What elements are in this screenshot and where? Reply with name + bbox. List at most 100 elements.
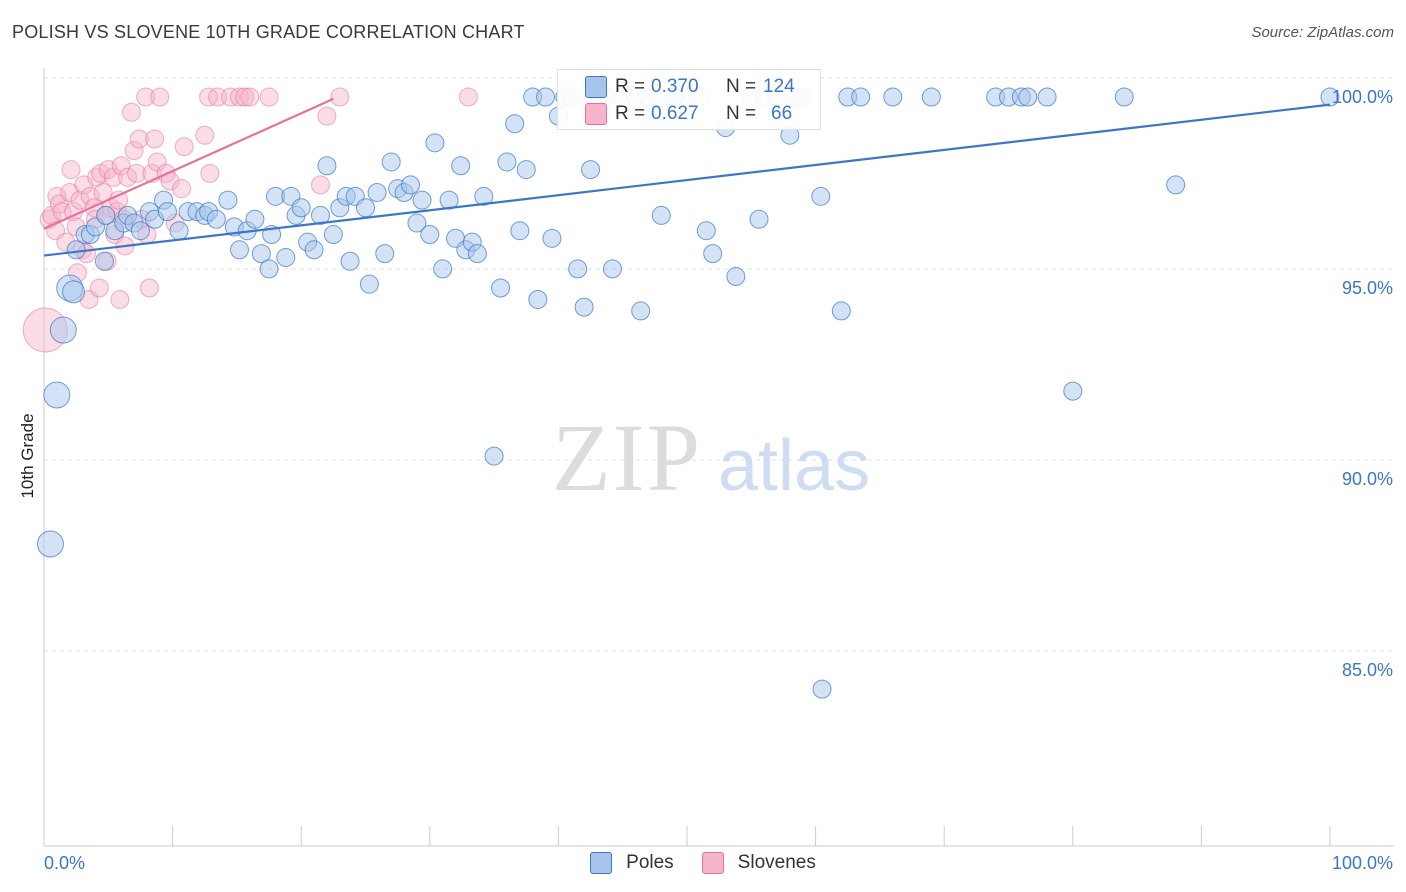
poles-point — [381, 152, 401, 172]
poles-point — [921, 87, 941, 107]
poles-point — [574, 297, 594, 317]
poles-point — [1320, 87, 1340, 107]
slovenes-point — [259, 87, 279, 107]
poles-point — [251, 244, 271, 264]
poles-point — [367, 183, 387, 202]
tick-labels: 100.0% 95.0% 90.0% 85.0% 0.0% 100.0% — [44, 87, 1393, 873]
slovenes-point — [240, 87, 260, 107]
poles-point — [491, 278, 511, 298]
slovenes-trendline — [43, 97, 334, 230]
y-tick-label: 90.0% — [1342, 469, 1393, 489]
poles-point — [245, 209, 265, 229]
y-tick-label: 100.0% — [1332, 87, 1393, 107]
poles-point — [340, 251, 360, 271]
axes — [43, 68, 1394, 847]
slovenes-point — [139, 278, 159, 298]
poles-point — [505, 114, 525, 134]
poles-trendline — [43, 103, 1331, 257]
poles-point — [94, 251, 114, 271]
slovenes-point — [111, 156, 131, 176]
poles-point — [451, 156, 471, 176]
poles-point — [407, 213, 427, 233]
slovenes-point — [127, 163, 147, 183]
legend-item-slovenes[interactable]: Slovenes — [701, 852, 816, 874]
poles-point — [542, 228, 562, 248]
slovenes-point — [174, 137, 194, 157]
slovenes-r-label: R = — [615, 102, 646, 124]
poles-point — [356, 198, 375, 218]
poles-point — [1114, 87, 1134, 107]
poles-point — [1063, 381, 1083, 401]
poles-point — [43, 381, 71, 409]
poles-point — [484, 446, 504, 466]
slovenes-swatch — [585, 102, 607, 125]
chart-title: POLISH VS SLOVENE 10TH GRADE CORRELATION… — [12, 22, 525, 42]
poles-point — [568, 259, 588, 279]
poles-point — [218, 190, 238, 210]
legend-label-poles: Poles — [626, 852, 674, 873]
poles-point — [726, 267, 746, 287]
poles-point — [375, 244, 395, 264]
poles-point — [474, 186, 494, 206]
slovenes-point — [110, 289, 130, 309]
slovenes-point — [150, 87, 170, 107]
poles-point — [581, 160, 601, 180]
poles-point — [812, 679, 832, 699]
poles-n-value: 124 — [763, 75, 795, 97]
slovenes-point — [172, 179, 192, 199]
poles-point — [359, 274, 379, 294]
poles-point — [412, 190, 432, 210]
slovenes-r-value: 0.627 — [651, 102, 699, 124]
slovenes-point — [61, 160, 81, 180]
poles-point — [536, 87, 556, 107]
poles-point — [36, 530, 64, 558]
poles-point — [425, 133, 445, 153]
y-tick-label: 95.0% — [1342, 278, 1393, 298]
slovenes-point — [330, 87, 350, 107]
poles-point — [703, 244, 723, 264]
poles-point — [49, 316, 77, 344]
poles-point — [206, 209, 226, 229]
source-label: Source: ZipAtlas.com — [1251, 24, 1394, 41]
legend-swatch-poles — [590, 852, 613, 874]
slovenes-point — [145, 129, 165, 149]
slovenes-n-value: 66 — [771, 102, 793, 124]
poles-point — [130, 221, 150, 241]
watermark-zip: ZIP — [552, 404, 702, 511]
slovenes-point — [200, 163, 220, 183]
poles-point — [1037, 87, 1057, 107]
slovenes-point — [136, 87, 156, 107]
poles-point — [1018, 87, 1038, 107]
slovenes-point — [458, 87, 478, 107]
trendlines — [43, 97, 1331, 257]
poles-point — [401, 175, 421, 195]
poles-swatch — [585, 75, 607, 98]
poles-point — [276, 247, 296, 267]
x-tick-label-left: 0.0% — [44, 853, 85, 873]
poles-point — [631, 301, 651, 321]
poles-point — [439, 190, 459, 210]
slovenes-point — [129, 129, 149, 149]
poles-point — [467, 244, 487, 264]
legend-item-poles[interactable]: Poles — [590, 852, 674, 874]
poles-r-label: R = — [615, 75, 646, 97]
poles-point — [323, 225, 343, 245]
poles-point — [883, 87, 903, 107]
slovenes-point — [317, 106, 337, 126]
poles-point — [510, 221, 530, 241]
watermark-atlas: atlas — [718, 426, 870, 506]
slovenes-point — [124, 140, 144, 160]
stats-legend: R = 0.370 N = 124 R = 0.627 N = 66 — [557, 69, 821, 130]
poles-point — [831, 301, 851, 321]
poles-point — [317, 156, 337, 176]
poles-point — [229, 240, 249, 260]
slovenes-point — [235, 87, 255, 107]
slovenes-point — [89, 278, 109, 298]
poles-point — [851, 87, 871, 107]
poles-point — [433, 259, 453, 279]
stats-row-slovenes: R = 0.627 N = 66 — [558, 100, 820, 127]
poles-point — [310, 205, 330, 225]
poles-r-value: 0.370 — [651, 75, 699, 97]
poles-point — [1166, 175, 1186, 195]
slovenes-point — [80, 186, 100, 206]
